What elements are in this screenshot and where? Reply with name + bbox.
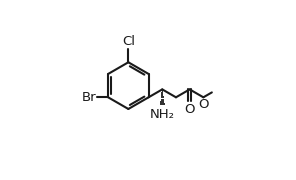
Text: O: O: [198, 98, 209, 111]
Text: NH₂: NH₂: [150, 108, 175, 121]
Text: Br: Br: [81, 91, 96, 104]
Text: Cl: Cl: [122, 35, 135, 48]
Text: O: O: [184, 103, 195, 116]
